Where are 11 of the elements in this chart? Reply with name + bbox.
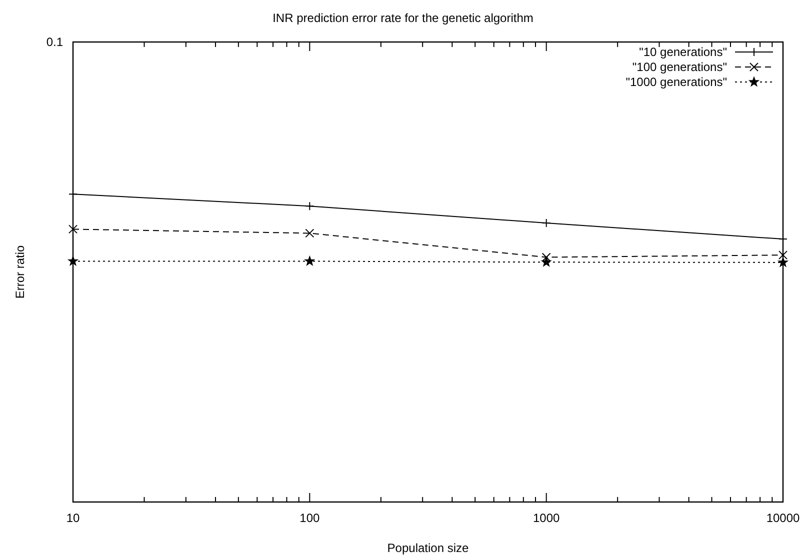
x-axis-title: Population size (387, 541, 470, 555)
x-tick-label: 10000 (766, 511, 800, 525)
legend-label: "10 generations" (639, 45, 727, 59)
legend-label: "100 generations" (632, 60, 727, 74)
chart-title: INR prediction error rate for the genetic algorithm (272, 11, 534, 25)
text: 0.1 (46, 35, 64, 49)
y-axis-title: Error ratio (13, 245, 27, 299)
x-tick-label: 10 (66, 511, 80, 525)
x-tick-label: 1000 (532, 511, 560, 525)
x-tick-label: 100 (300, 511, 320, 525)
legend-label: "1000 generations" (626, 75, 727, 89)
